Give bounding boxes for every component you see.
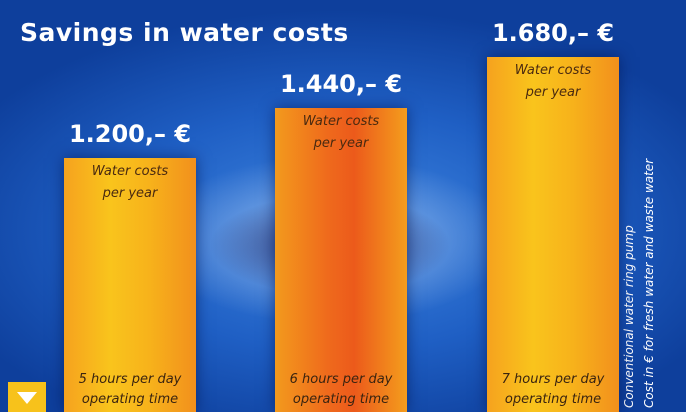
x-tick-label: 5 hours per day operating time: [70, 370, 190, 410]
arrow-icon: [8, 382, 46, 412]
bar-note: Water costs per year: [296, 111, 386, 155]
bar-note: Water costs per year: [508, 60, 598, 104]
value-label: 1.440,– €: [251, 70, 431, 98]
x-tick-label: 7 hours per day operating time: [493, 370, 613, 410]
bar: [487, 57, 619, 412]
bar-note: Water costs per year: [85, 161, 175, 205]
chart-title: Savings in water costs: [20, 18, 349, 47]
note: Conventional water ring pump: [622, 225, 636, 408]
x-tick-label: 6 hours per day operating time: [281, 370, 401, 410]
next-button[interactable]: [8, 382, 46, 412]
value-label: 1.680,– €: [463, 19, 643, 47]
chart: Savings in water costs Conventional wate…: [0, 0, 686, 412]
value-label: 1.200,– €: [40, 120, 220, 148]
note: Cost in € for fresh water and waste wate…: [642, 159, 656, 408]
